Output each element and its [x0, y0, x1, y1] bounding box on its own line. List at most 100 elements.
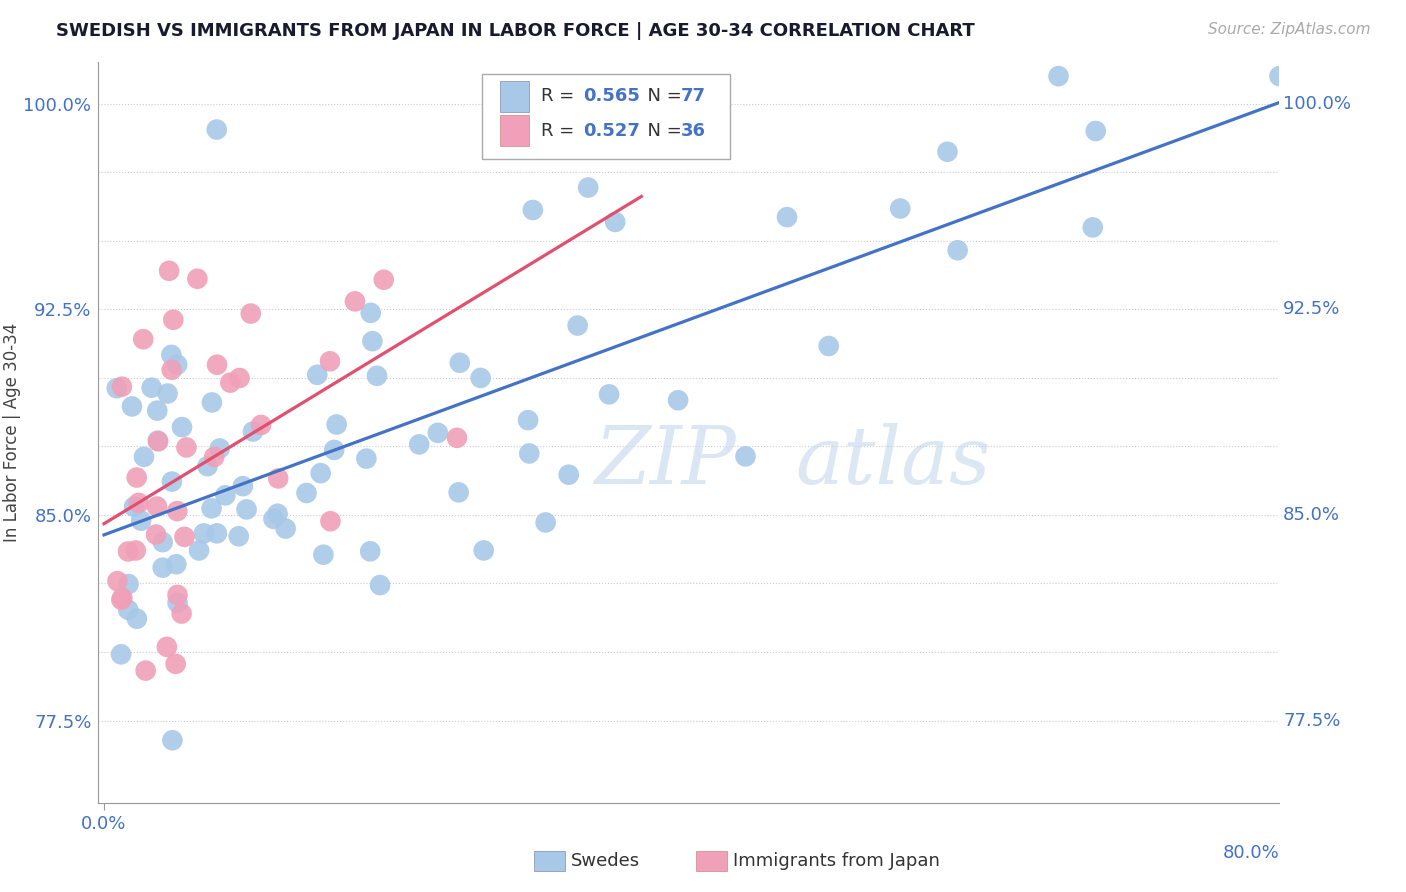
Point [114, 809, 136, 823]
Point [160, 475, 183, 489]
Point [408, 437, 430, 451]
Point [132, 450, 155, 464]
Text: Immigrants from Japan: Immigrants from Japan [733, 852, 939, 870]
Point [472, 543, 495, 558]
Point [446, 431, 468, 445]
Text: N =: N = [636, 121, 688, 139]
Point [135, 664, 157, 678]
Point [576, 180, 599, 194]
Point [470, 371, 492, 385]
Point [319, 514, 342, 528]
Point [250, 417, 273, 432]
Point [359, 544, 381, 558]
Point [734, 450, 756, 464]
FancyBboxPatch shape [501, 115, 530, 146]
Point [107, 574, 129, 588]
Point [110, 648, 132, 662]
Text: R =: R = [541, 87, 581, 104]
Point [146, 434, 169, 449]
Point [889, 202, 911, 216]
Text: N =: N = [636, 87, 688, 104]
Point [517, 446, 540, 460]
Point [162, 733, 184, 747]
Point [125, 470, 148, 484]
Point [534, 516, 557, 530]
Point [165, 558, 187, 572]
Point [205, 122, 228, 136]
Point [141, 381, 163, 395]
Point [228, 529, 250, 543]
Point [426, 425, 449, 440]
Point [1268, 69, 1291, 83]
Text: 100.0%: 100.0% [1284, 95, 1351, 112]
Point [309, 466, 332, 480]
Point [361, 334, 384, 348]
Point [817, 339, 839, 353]
Text: Swedes: Swedes [571, 852, 640, 870]
Point [201, 395, 224, 409]
Text: 77: 77 [681, 87, 706, 104]
Point [517, 413, 540, 427]
Point [157, 264, 180, 278]
Point [1081, 220, 1104, 235]
Point [193, 526, 215, 541]
Point [323, 442, 346, 457]
Text: ZIP: ZIP [595, 424, 737, 501]
Point [776, 210, 799, 224]
Point [111, 591, 134, 605]
Point [360, 306, 382, 320]
Point [936, 145, 959, 159]
Point [186, 271, 208, 285]
Point [242, 425, 264, 439]
Point [166, 588, 188, 602]
Point [188, 543, 211, 558]
FancyBboxPatch shape [501, 81, 530, 112]
Point [208, 442, 231, 456]
Point [449, 356, 471, 370]
Text: SWEDISH VS IMMIGRANTS FROM JAPAN IN LABOR FORCE | AGE 30-34 CORRELATION CHART: SWEDISH VS IMMIGRANTS FROM JAPAN IN LABO… [56, 22, 974, 40]
Point [325, 417, 347, 432]
Point [156, 386, 179, 401]
Point [1084, 124, 1107, 138]
Point [176, 441, 198, 455]
Point [205, 358, 228, 372]
Point [266, 507, 288, 521]
Point [162, 312, 184, 326]
Point [235, 502, 257, 516]
Point [274, 522, 297, 536]
Point [166, 358, 188, 372]
Point [129, 514, 152, 528]
FancyBboxPatch shape [482, 73, 730, 159]
Point [117, 544, 139, 558]
Text: 0.565: 0.565 [582, 87, 640, 104]
Point [146, 403, 169, 417]
Point [605, 215, 627, 229]
Point [152, 560, 174, 574]
Point [263, 512, 285, 526]
Point [1047, 69, 1070, 83]
Point [160, 363, 183, 377]
Point [105, 381, 128, 395]
Text: Source: ZipAtlas.com: Source: ZipAtlas.com [1208, 22, 1371, 37]
Point [173, 530, 195, 544]
Point [160, 348, 183, 362]
Point [117, 577, 139, 591]
Point [373, 273, 395, 287]
Point [165, 657, 187, 671]
Point [128, 496, 150, 510]
Point [366, 368, 388, 383]
Point [219, 376, 242, 390]
Point [558, 467, 581, 482]
Point [166, 596, 188, 610]
Text: atlas: atlas [796, 424, 991, 501]
Point [166, 504, 188, 518]
Point [110, 592, 132, 607]
Point [170, 420, 193, 434]
Point [267, 471, 290, 485]
Point [567, 318, 589, 333]
Point [125, 612, 148, 626]
Point [146, 500, 169, 514]
Point [946, 244, 969, 258]
Point [447, 485, 470, 500]
Point [200, 501, 222, 516]
